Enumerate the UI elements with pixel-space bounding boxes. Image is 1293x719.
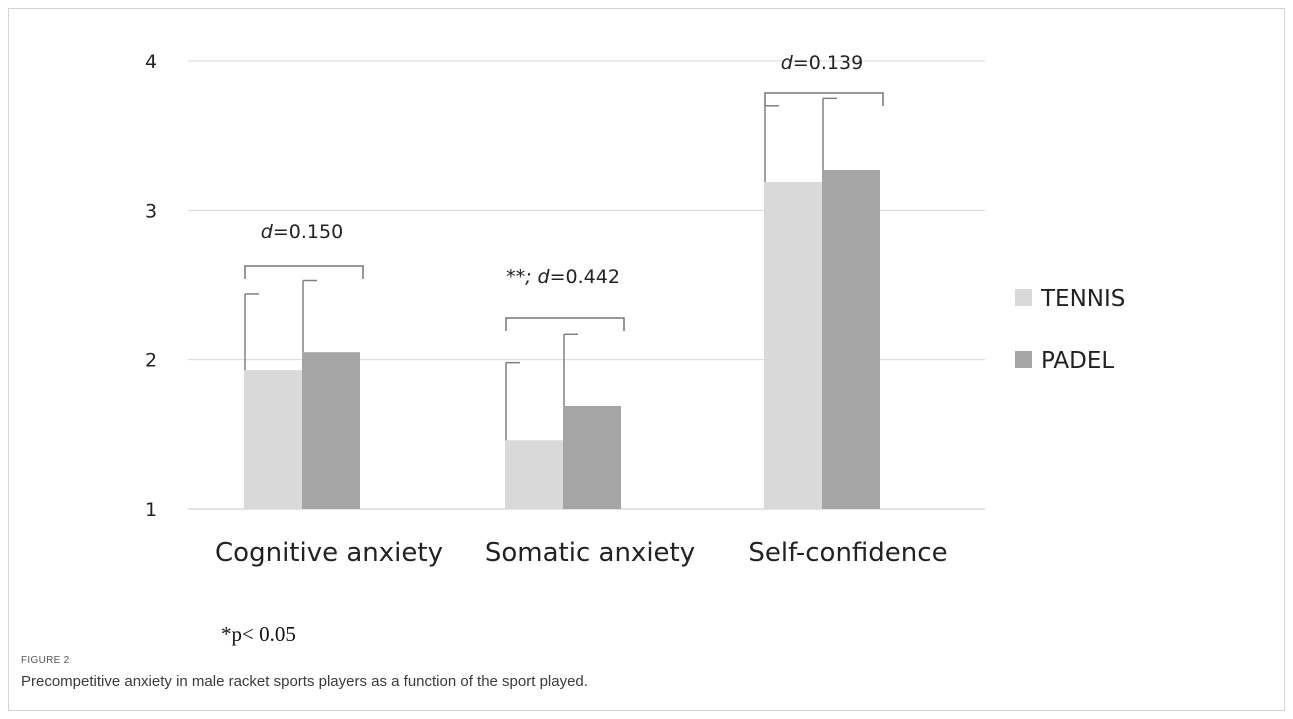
y-tick-label: 4 [145,51,157,73]
bar-tennis [244,370,302,509]
x-axis-categories: Cognitive anxiety Somatic anxiety Self-con… [215,538,948,568]
legend-swatch-padel [1015,351,1032,368]
bars [244,170,880,509]
bar-padel [563,405,621,509]
bar-padel [822,170,880,509]
significance-annotations: d=0.150 **; d=0.442 d=0.139 [244,52,884,331]
category-label: Cognitive anxiety [215,538,443,568]
effect-size-label: **; d=0.442 [506,266,620,288]
y-tick-label: 1 [145,499,157,521]
effect-size-label: d=0.150 [261,221,343,243]
significance-bracket [505,317,625,331]
legend-label: TENNIS [1040,286,1125,312]
y-tick-label: 3 [145,200,157,222]
bar-padel [302,352,360,509]
bar-chart: 1 2 3 4 d=0.150 **; d=0.442 d=0.139 Cognitive… [145,51,1125,568]
bar-tennis [505,440,563,509]
significance-bracket [244,265,364,279]
y-tick-label: 2 [145,350,157,372]
error-bars [244,97,837,441]
significance-footnote: *p< 0.05 [221,622,296,646]
significance-bracket [764,92,884,106]
category-label: Self-confidence [748,538,947,568]
effect-size-label: d=0.139 [781,52,863,74]
legend-label: PADEL [1041,348,1114,374]
legend: TENNIS PADEL [1015,286,1125,374]
figure-label: FIGURE 2 [21,655,70,666]
y-axis-ticks: 1 2 3 4 [145,51,157,521]
legend-swatch-tennis [1015,289,1032,306]
figure-caption: Precompetitive anxiety in male racket sp… [21,673,588,690]
category-label: Somatic anxiety [485,538,695,568]
bar-tennis [764,181,822,509]
